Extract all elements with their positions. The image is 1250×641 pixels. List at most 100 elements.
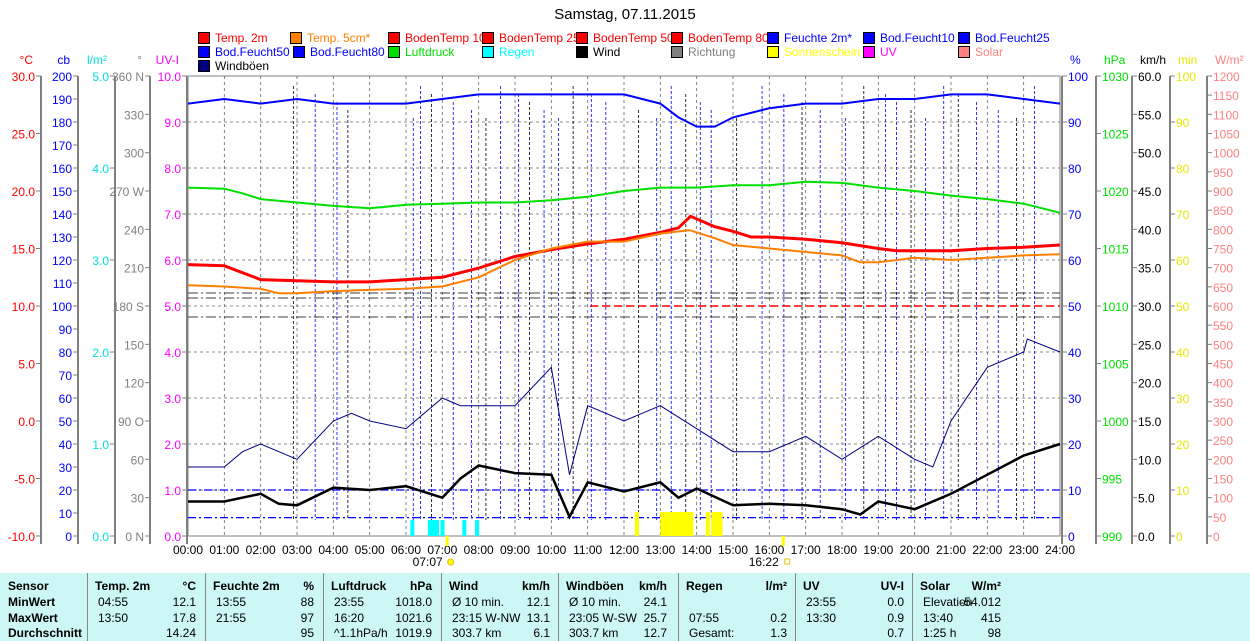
- axis-tick-label: 1010: [1102, 300, 1129, 314]
- cell-value: 13.1: [526, 611, 550, 625]
- axis-tick-label: 600: [1213, 300, 1233, 314]
- legend-item: UV: [863, 45, 897, 59]
- axis-tick-label: 35.0: [1138, 262, 1162, 276]
- legend-label: Luftdruck: [405, 45, 455, 59]
- legend-swatch: [482, 32, 494, 44]
- cell-time: 21:55: [216, 611, 247, 625]
- cell-value: 97: [300, 611, 314, 625]
- axis-tick-label: 350: [1213, 396, 1233, 410]
- column-unit: hPa: [409, 579, 432, 593]
- axis-tick-label: 500: [1213, 338, 1233, 352]
- cell-time: 13:55: [216, 595, 247, 609]
- axis-tick-label: 1.0: [92, 438, 109, 452]
- x-tick-label: 04:00: [318, 543, 348, 557]
- axis-tick-label: 190: [52, 93, 72, 107]
- column-separator: [678, 573, 679, 641]
- axis-tick-label: 300: [124, 147, 144, 161]
- axis-tick-label: 9.0: [164, 116, 181, 130]
- x-tick-label: 06:00: [391, 543, 421, 557]
- column-unit: l/m²: [765, 579, 787, 593]
- axis-tick-label: 30.0: [12, 70, 36, 84]
- axis-tick-label: 250: [1213, 434, 1233, 448]
- legend-label: Solar: [975, 45, 1004, 59]
- column-unit: UV-I: [880, 579, 904, 593]
- axis-tick-label: 150: [124, 338, 144, 352]
- legend-item: BodenTemp 50: [576, 31, 674, 45]
- legend-item: BodenTemp 80: [671, 31, 769, 45]
- legend-label: Temp. 2m: [215, 31, 268, 45]
- axis-tick-label: 5.0: [164, 300, 181, 314]
- axis-tick-label: 360 N: [112, 70, 144, 84]
- axis-tick-label: 6.0: [164, 254, 181, 268]
- cell-value: 1.3: [770, 626, 787, 640]
- legend-label: Windböen: [215, 59, 270, 73]
- cell-value: 1019.9: [395, 626, 432, 640]
- axis-tick-label: -10.0: [8, 530, 36, 544]
- axis-tick-label: 20: [1068, 438, 1082, 452]
- x-tick-label: 07:00: [427, 543, 457, 557]
- axis-tick-label: 1005: [1102, 358, 1129, 372]
- cell-value: 88: [300, 595, 314, 609]
- legend-label: BodenTemp 25: [499, 31, 580, 45]
- sunset-marker: [781, 536, 785, 546]
- axis-tick-label: 200: [52, 70, 72, 84]
- legend-swatch: [388, 46, 400, 58]
- legend-item: Bod.Feucht10: [863, 31, 955, 45]
- axis-unit: l/m²: [87, 53, 107, 67]
- cell-value: 0.9: [887, 611, 904, 625]
- x-tick-label: 21:00: [936, 543, 966, 557]
- axis-unit: %: [1070, 53, 1081, 67]
- sunshine-bar: [689, 512, 694, 536]
- x-tick-label: 14:00: [682, 543, 712, 557]
- cell-time: 303.7 km: [452, 626, 502, 640]
- legend-label: Bod.Feucht10: [880, 31, 955, 45]
- axis-tick-label: 1000: [1102, 415, 1129, 429]
- axis-tick-label: 130: [52, 231, 72, 245]
- axis-unit: hPa: [1104, 53, 1126, 67]
- cell-value: 0.2: [770, 611, 787, 625]
- table-column: Temp. 2m °C 04:55 12.1 13:50 17.8 14.24: [88, 573, 200, 641]
- cell-time: 04:55: [98, 595, 129, 609]
- axis-tick-label: 40: [1068, 346, 1082, 360]
- rain-bar: [435, 520, 440, 536]
- axis-tick-label: 1.0: [164, 484, 181, 498]
- axis-tick-label: 70: [59, 369, 73, 383]
- series-wind: [188, 442, 1061, 520]
- legend-label: Sonnenschein: [784, 45, 861, 59]
- cell-time: 13:50: [98, 611, 129, 625]
- axis-tick-label: 0: [1176, 530, 1183, 544]
- axis-tick-label: 850: [1213, 204, 1233, 218]
- axis-tick-label: 1150: [1213, 89, 1239, 103]
- sunshine-bar: [685, 512, 690, 536]
- axis-unit: km/h: [1140, 53, 1166, 67]
- cell-time: 23:55: [334, 595, 365, 609]
- rain-bar: [410, 520, 415, 536]
- axis-tick-label: 0.0: [92, 530, 109, 544]
- axis-tick-label: 5.0: [1138, 492, 1155, 506]
- axis-unit: °: [137, 53, 142, 67]
- column-unit: %: [303, 579, 314, 593]
- table-column: Windböen km/h Ø 10 min. 24.1 23:05 W-SW 25.7 3…: [559, 573, 671, 641]
- axis-tick-label: 50: [1068, 300, 1082, 314]
- cell-value: 1018.0: [395, 595, 432, 609]
- axis-tick-label: 90: [1176, 116, 1190, 130]
- axis-tick-label: 90: [1068, 116, 1082, 130]
- cell-time: 07:55: [689, 611, 720, 625]
- column-separator: [795, 573, 796, 641]
- legend-item: BodenTemp 10: [388, 31, 486, 45]
- legend-swatch: [576, 32, 588, 44]
- axis-tick-label: 2.0: [92, 346, 109, 360]
- axis-tick-label: 990: [1102, 530, 1122, 544]
- table-column: Luftdruck hPa 23:55 1018.0 16:20 1021.6 ^1.1hP…: [324, 573, 436, 641]
- axis-tick-label: 400: [1213, 377, 1233, 391]
- axis-tick-label: 210: [124, 262, 144, 276]
- legend-swatch: [863, 46, 875, 58]
- legend-swatch: [576, 46, 588, 58]
- axis-tick-label: 50: [59, 415, 73, 429]
- legend-label: BodenTemp 10: [405, 31, 486, 45]
- cell-time: ^1.1hPa/h: [334, 626, 388, 640]
- column-separator: [441, 573, 442, 641]
- axis-tick-label: 15.0: [12, 243, 36, 257]
- axis-tick-label: 5.0: [18, 358, 35, 372]
- axis-tick-label: 1200: [1213, 70, 1240, 84]
